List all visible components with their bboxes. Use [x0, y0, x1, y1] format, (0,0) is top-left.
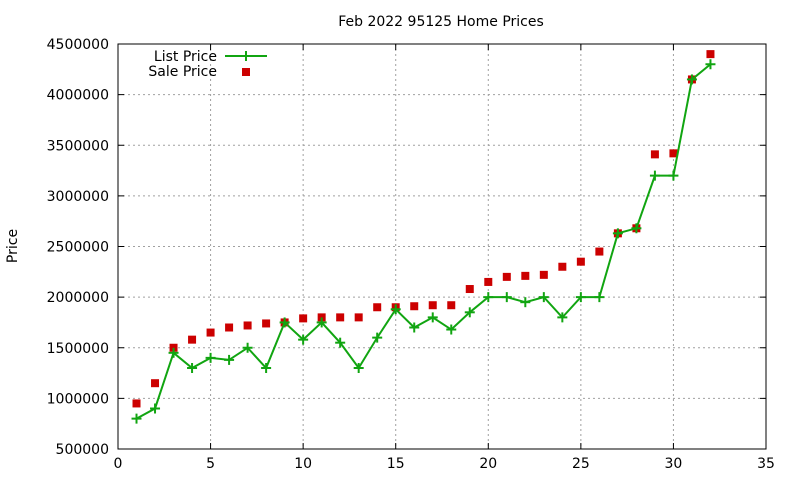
list-price-point	[501, 292, 512, 303]
sale-price-point	[558, 262, 567, 271]
y-tick-label: 2000000	[47, 290, 109, 306]
axis-ticks: 0 5 10 15 20 25 30 35 500000 1000000 1500000 200000…	[47, 37, 775, 472]
sale-price-point	[225, 323, 234, 332]
y-tick-label: 3000000	[47, 189, 109, 205]
sale-price-point	[299, 314, 308, 323]
y-tick-label: 4500000	[47, 37, 109, 53]
list-price-point	[594, 292, 605, 303]
sale-price-point	[502, 272, 511, 281]
list-price-point	[446, 324, 457, 335]
sale-price-point	[243, 321, 252, 330]
y-tick-label: 2500000	[47, 240, 109, 256]
list-price-point	[205, 352, 216, 363]
list-price-point	[575, 292, 586, 303]
x-tick-label: 5	[206, 456, 215, 472]
list-price-point	[464, 307, 475, 318]
x-tick-label: 25	[572, 456, 590, 472]
list-price-point	[224, 354, 235, 365]
list-price-point	[150, 403, 161, 414]
y-tick-label: 500000	[56, 442, 109, 458]
list-price-point	[557, 312, 568, 323]
list-price-point	[612, 228, 623, 239]
series	[131, 50, 716, 424]
sale-price-point	[428, 301, 437, 310]
sale-price-point	[373, 303, 382, 312]
list-price-point	[390, 304, 401, 315]
list-price-point	[353, 363, 364, 373]
y-axis-label: Price	[5, 229, 21, 263]
sale-price-point	[410, 302, 419, 311]
y-tick-label: 3500000	[47, 138, 109, 154]
y-tick-label: 4000000	[47, 88, 109, 104]
list-price-point	[649, 170, 660, 181]
list-price-point	[705, 59, 716, 70]
list-price-point	[631, 223, 642, 234]
x-tick-label: 10	[294, 456, 312, 472]
list-price-point	[668, 170, 679, 181]
list-price-point	[298, 334, 309, 345]
legend: List Price Sale Price	[148, 49, 267, 80]
list-price-line	[136, 63, 712, 420]
list-price-point	[168, 347, 179, 358]
list-price-point	[409, 322, 420, 333]
sale-price-point	[595, 247, 604, 256]
sale-price-point	[317, 313, 326, 322]
sale-price-point	[669, 149, 678, 158]
list-price-point	[316, 317, 327, 328]
sale-price-point	[465, 285, 474, 294]
list-price-point	[279, 317, 290, 328]
sale-price-point	[262, 319, 271, 328]
list-price-point	[242, 342, 253, 353]
sale-price-point	[336, 313, 345, 322]
sale-price-point	[539, 270, 548, 279]
sale-price-point	[354, 313, 363, 322]
legend-marker-list-price	[241, 51, 251, 61]
y-tick-label: 1500000	[47, 341, 109, 357]
x-tick-label: 0	[114, 456, 123, 472]
legend-label-sale-price: Sale Price	[148, 64, 217, 80]
x-tick-label: 20	[479, 456, 497, 472]
sale-price-point	[151, 379, 160, 388]
list-price-point	[372, 332, 383, 343]
list-price-point	[335, 337, 346, 348]
x-tick-label: 35	[757, 456, 775, 472]
legend-marker-sale-price	[242, 68, 250, 76]
sale-price-point	[650, 150, 659, 159]
list-price-point	[261, 363, 272, 373]
sale-price-point	[706, 50, 715, 59]
list-price-point	[686, 74, 697, 85]
sale-price-point	[447, 301, 456, 310]
chart-title: Feb 2022 95125 Home Prices	[338, 14, 544, 30]
list-price-point	[483, 292, 494, 303]
y-tick-label: 1000000	[47, 391, 109, 407]
sale-price-point	[484, 277, 493, 286]
sale-price-point	[132, 399, 141, 408]
list-price-point	[427, 312, 438, 323]
list-price-point	[520, 297, 531, 308]
sale-price-point	[576, 257, 585, 266]
legend-label-list-price: List Price	[154, 49, 217, 65]
sale-price-point	[521, 271, 530, 280]
x-tick-label: 30	[665, 456, 683, 472]
list-price-point	[131, 413, 142, 424]
list-price-point	[538, 292, 549, 303]
sale-price-point	[169, 343, 178, 352]
grid	[118, 44, 766, 449]
list-price-point	[187, 363, 198, 373]
sale-price-point	[188, 335, 197, 344]
x-tick-label: 15	[387, 456, 405, 472]
sale-price-point	[206, 328, 215, 337]
